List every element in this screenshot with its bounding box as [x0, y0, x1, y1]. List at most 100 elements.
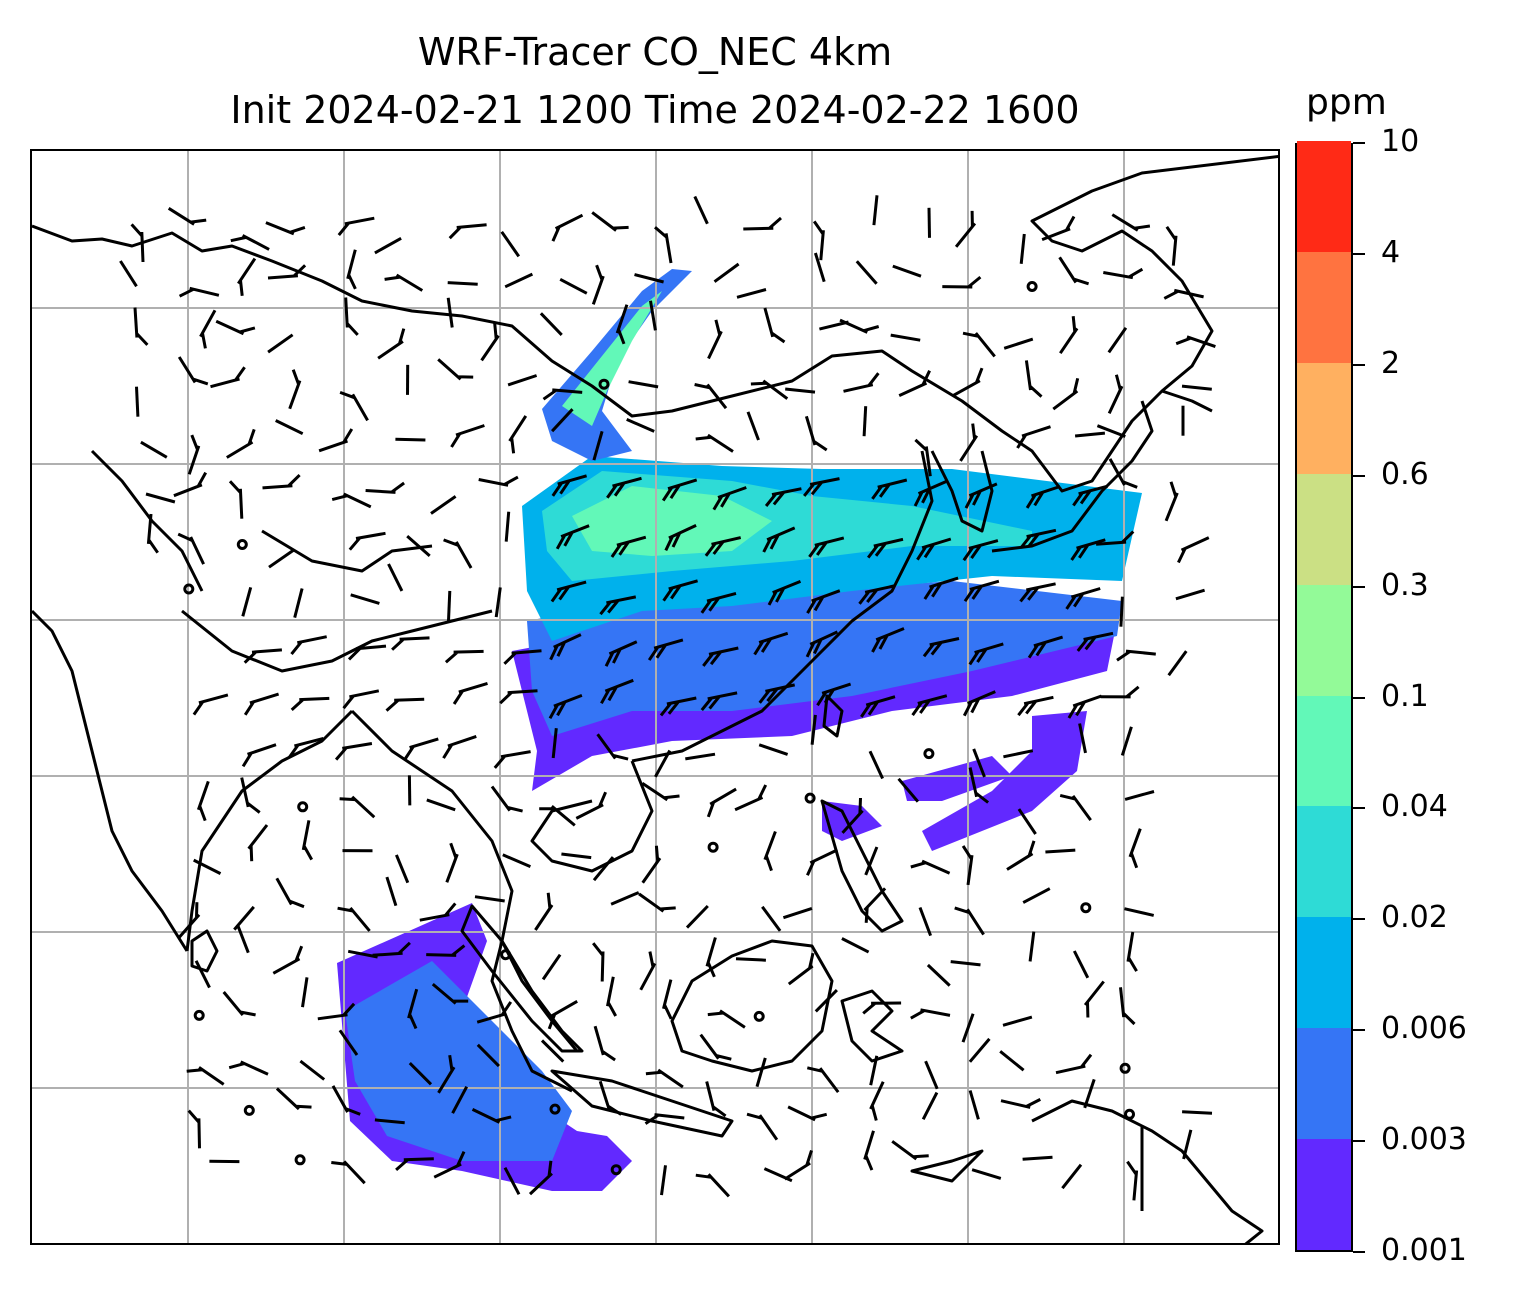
wind-barb — [1083, 980, 1105, 1018]
colorbar-tick-label: 0.3 — [1381, 567, 1429, 603]
wind-barb — [927, 207, 931, 238]
coast-india-west — [32, 609, 189, 952]
wind-barb — [240, 777, 261, 814]
wind-barb — [604, 640, 638, 667]
wind-barb — [868, 750, 884, 780]
wind-barb — [598, 1080, 623, 1116]
wind-barb — [437, 1054, 456, 1094]
wind-barb — [664, 524, 697, 552]
wind-barb — [1175, 588, 1206, 601]
colorbar-tick — [1353, 1029, 1365, 1032]
wind-barb — [395, 437, 426, 442]
wind-barb — [892, 264, 922, 278]
wind-barb — [262, 474, 301, 490]
wind-barb — [290, 696, 330, 712]
wind-barb — [764, 487, 802, 507]
wind-barb — [610, 535, 647, 558]
wind-barb — [659, 696, 697, 717]
wind-barb — [641, 782, 680, 802]
wind-barb — [758, 743, 789, 756]
wind-barb — [178, 902, 201, 939]
wind-barb — [639, 951, 657, 991]
wind-barb — [228, 480, 244, 519]
wind-barb — [194, 960, 211, 989]
wind-barb — [1003, 337, 1034, 350]
wind-barb — [1070, 538, 1106, 561]
wind-barb — [913, 480, 947, 507]
wind-barb — [275, 419, 304, 436]
wind-barb — [926, 963, 951, 987]
wind-barb — [950, 960, 981, 967]
wind-barb — [1100, 685, 1140, 699]
wind-barb — [1107, 326, 1128, 354]
wind-barb — [699, 1033, 732, 1061]
calm-wind-circle — [183, 583, 195, 595]
wind-barb — [193, 858, 222, 875]
wind-barb — [437, 358, 474, 381]
wind-barb — [186, 1066, 225, 1086]
wind-barb — [444, 649, 484, 664]
wind-barb — [474, 895, 505, 903]
colorbar-tick-label: 0.006 — [1381, 1011, 1467, 1047]
calm-wind-circle — [1080, 902, 1092, 914]
coast-border-2 — [261, 529, 433, 573]
wind-barb — [222, 991, 256, 1017]
wind-barb — [293, 588, 304, 618]
wind-barb — [649, 300, 657, 331]
wind-barb — [331, 492, 372, 509]
colorbar-tick — [1353, 363, 1365, 366]
wind-barb — [391, 636, 430, 651]
wind-barb — [247, 824, 269, 862]
wind-barb — [407, 988, 419, 1030]
wind-barb — [695, 433, 734, 453]
wind-barb — [1120, 726, 1133, 756]
wind-barb — [785, 387, 816, 394]
wind-barb — [540, 1039, 565, 1063]
wind-barb — [803, 477, 840, 497]
wind-barb — [812, 220, 825, 261]
wind-barb — [592, 942, 605, 982]
wind-barb — [365, 481, 405, 494]
wind-barb — [1022, 887, 1051, 904]
colorbar-segment — [1297, 473, 1351, 585]
wind-barb — [596, 733, 629, 761]
wind-barb — [236, 924, 250, 954]
coast-taiwan — [822, 694, 844, 738]
wind-barb — [384, 273, 424, 292]
wind-barb — [1027, 635, 1064, 659]
wind-barb — [782, 906, 813, 920]
wind-barb — [1055, 1053, 1093, 1075]
wind-barb — [442, 734, 477, 759]
coast-timor — [910, 1149, 984, 1183]
wind-barb — [187, 1109, 201, 1149]
wind-barb — [135, 386, 140, 417]
coast-malay — [500, 940, 579, 1052]
wind-barb — [443, 538, 473, 569]
wind-barb — [265, 221, 306, 236]
colorbar-tick-label: 0.1 — [1381, 678, 1429, 714]
colorbar-segment — [1297, 916, 1351, 1029]
wind-barb — [606, 976, 618, 1017]
wind-barb — [1022, 1155, 1053, 1161]
wind-barb — [706, 787, 737, 818]
wind-barb — [910, 859, 951, 875]
calm-wind-circle — [610, 1164, 622, 1176]
wind-barb — [702, 646, 739, 667]
colorbar-segment — [1297, 362, 1351, 474]
wind-barb — [1181, 384, 1212, 391]
wind-barb — [230, 234, 270, 251]
wind-barb — [600, 678, 634, 705]
wind-barb — [734, 784, 768, 812]
wind-barb — [863, 1130, 875, 1171]
wind-barb — [968, 1037, 991, 1063]
wind-barb — [767, 580, 802, 606]
wind-barb — [1000, 1098, 1041, 1109]
wind-barb — [237, 257, 257, 296]
wind-barb — [954, 210, 977, 248]
wind-barb — [548, 693, 583, 720]
wind-barb — [952, 367, 984, 397]
wind-barb — [999, 1050, 1025, 1072]
wind-barb — [661, 478, 698, 502]
wind-barb — [1182, 1110, 1213, 1115]
colorbar-segment — [1297, 695, 1351, 807]
